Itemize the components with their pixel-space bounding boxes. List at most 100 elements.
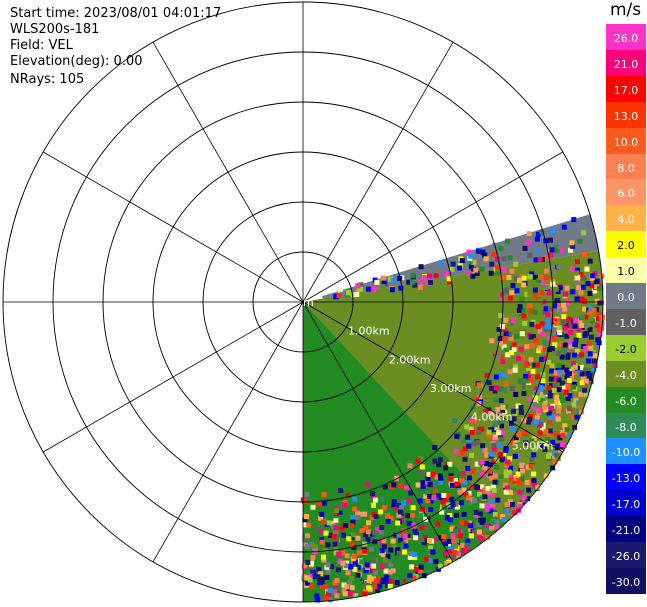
noise-gate xyxy=(425,476,431,481)
noise-gate xyxy=(549,363,555,369)
noise-gate xyxy=(577,318,583,324)
noise-gate xyxy=(494,524,500,530)
noise-gate xyxy=(452,477,458,483)
noise-gate xyxy=(444,271,449,277)
noise-gate xyxy=(407,573,413,579)
noise-gate xyxy=(508,295,514,301)
noise-gate xyxy=(519,409,524,415)
ring-label: 2.00km xyxy=(389,353,431,366)
noise-gate xyxy=(371,286,377,292)
noise-gate xyxy=(579,371,585,377)
noise-gate xyxy=(564,285,570,291)
noise-gate xyxy=(584,266,590,272)
noise-gate xyxy=(574,296,580,302)
noise-gate xyxy=(345,570,351,576)
noise-gate xyxy=(500,404,506,410)
noise-gate xyxy=(570,414,576,420)
noise-gate xyxy=(517,304,523,310)
noise-gate xyxy=(554,394,560,400)
noise-gate xyxy=(512,367,518,373)
noise-gate xyxy=(304,492,310,498)
noise-gate xyxy=(398,537,404,543)
noise-gate xyxy=(556,377,562,383)
noise-gate xyxy=(549,405,555,411)
noise-gate xyxy=(450,533,456,539)
noise-gate xyxy=(552,342,558,348)
noise-gate xyxy=(388,276,393,282)
noise-gate xyxy=(409,280,415,286)
noise-gate xyxy=(511,487,516,493)
noise-gate xyxy=(569,240,575,246)
noise-gate xyxy=(579,352,584,358)
noise-gate xyxy=(583,346,589,352)
noise-gate xyxy=(482,252,488,258)
noise-gate xyxy=(493,385,499,391)
noise-gate xyxy=(366,520,372,526)
noise-gate xyxy=(301,522,307,528)
noise-gate xyxy=(393,475,399,481)
noise-gate xyxy=(329,520,335,526)
noise-gate xyxy=(580,284,586,290)
noise-gate xyxy=(390,278,396,284)
azimuth-spoke xyxy=(42,301,304,453)
noise-gate xyxy=(497,371,503,377)
noise-gate xyxy=(379,496,385,502)
noise-gate xyxy=(324,575,330,580)
noise-gate xyxy=(477,395,483,401)
noise-gate xyxy=(410,272,416,278)
noise-gate xyxy=(408,551,414,557)
noise-gate xyxy=(462,446,468,452)
noise-gate xyxy=(370,567,376,572)
noise-gate xyxy=(519,331,525,337)
noise-gate xyxy=(424,479,430,485)
noise-gate xyxy=(516,308,522,314)
noise-gate xyxy=(383,568,389,574)
noise-gate xyxy=(504,509,510,515)
noise-gate xyxy=(506,248,512,254)
noise-gate xyxy=(469,497,475,503)
noise-gate xyxy=(586,340,592,346)
noise-gate xyxy=(492,422,498,428)
noise-gate xyxy=(380,579,386,584)
noise-gate xyxy=(494,425,500,431)
noise-gate xyxy=(503,447,509,453)
noise-gate xyxy=(349,534,355,540)
noise-gate xyxy=(511,346,517,352)
noise-gate xyxy=(350,292,356,298)
noise-gate xyxy=(341,582,347,588)
noise-gate xyxy=(494,464,500,470)
noise-gate xyxy=(423,493,429,499)
noise-gate xyxy=(352,560,358,566)
noise-gate xyxy=(427,558,433,563)
noise-gate xyxy=(453,543,459,549)
noise-gate xyxy=(482,465,488,471)
noise-gate xyxy=(479,484,485,490)
noise-gate xyxy=(520,307,526,313)
noise-gate xyxy=(513,276,519,281)
noise-gate xyxy=(547,306,553,312)
noise-gate xyxy=(552,383,558,388)
noise-gate xyxy=(527,291,533,297)
noise-gate xyxy=(476,521,482,527)
noise-gate xyxy=(567,392,573,398)
noise-gate xyxy=(543,285,549,290)
noise-gate xyxy=(406,498,412,504)
noise-gate xyxy=(482,494,488,500)
noise-gate xyxy=(549,247,555,253)
colorbar-segment xyxy=(606,127,646,154)
noise-gate xyxy=(498,413,504,419)
noise-gate xyxy=(532,395,538,401)
noise-gate xyxy=(355,572,361,578)
noise-gate xyxy=(533,386,539,392)
noise-gate xyxy=(537,298,543,304)
noise-gate xyxy=(417,568,423,574)
noise-gate xyxy=(380,275,386,281)
noise-gate xyxy=(332,589,338,595)
noise-gate xyxy=(568,330,573,335)
noise-gate xyxy=(578,391,584,397)
noise-gate xyxy=(478,517,484,523)
noise-gate xyxy=(508,490,514,495)
noise-gate xyxy=(457,265,463,271)
noise-gate xyxy=(510,502,515,507)
noise-gate xyxy=(466,495,472,501)
